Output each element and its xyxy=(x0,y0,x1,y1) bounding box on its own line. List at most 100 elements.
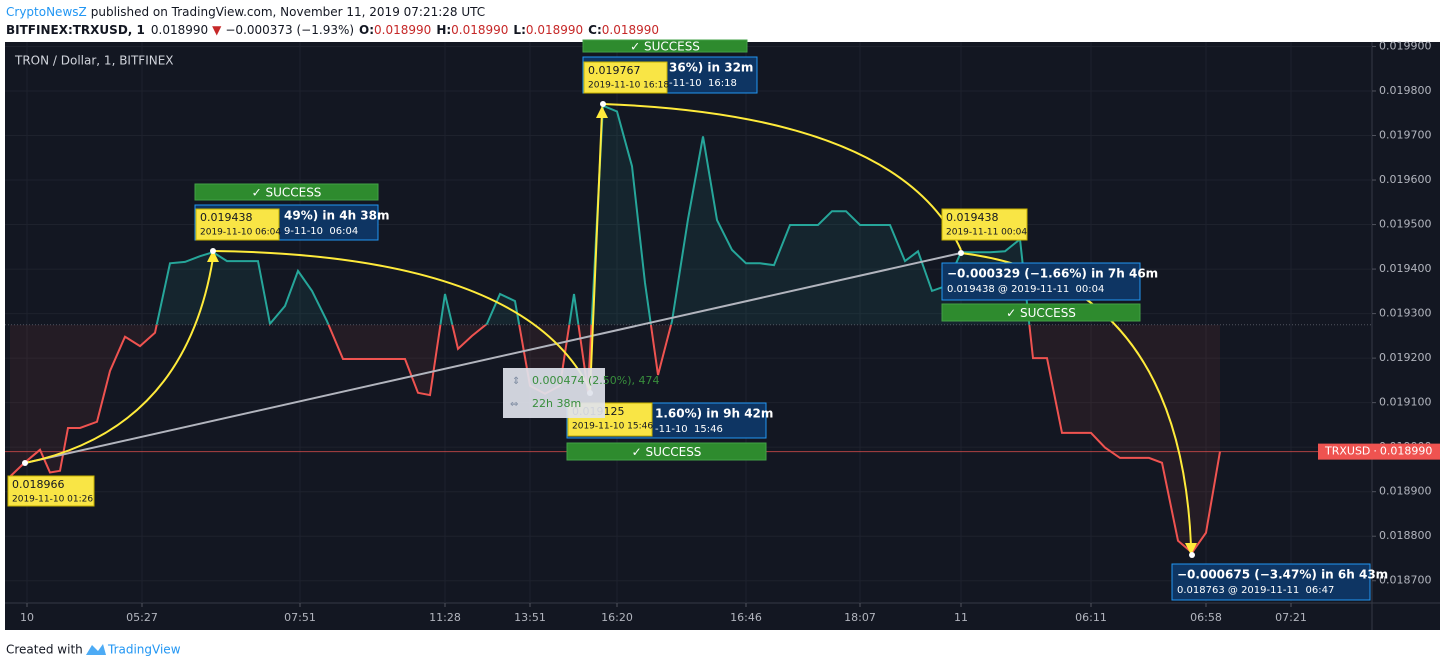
measure-duration: 22h 38m xyxy=(532,397,581,410)
price-label-price: 0.019438 xyxy=(946,211,999,224)
arrow-curve xyxy=(589,111,603,394)
tag-separator: · xyxy=(1373,445,1377,458)
ohlc-value: 0.018990 xyxy=(602,23,659,37)
ohlc-label: O: xyxy=(359,23,374,37)
drawings xyxy=(22,101,1197,558)
x-tick-label: 11:28 xyxy=(429,611,461,624)
price-label-price: 0.019438 xyxy=(200,211,253,224)
projection-detail: 0.018763 @ 2019-11-11 06:47 xyxy=(1177,585,1334,596)
quote-line: BITFINEX:TRXUSD, 1 0.018990 ▼ −0.000373 (−1… xyxy=(6,23,659,37)
price-label xyxy=(583,61,668,94)
change: −0.000373 (−1.93%) xyxy=(225,23,354,37)
y-tick-label: 0.018900 xyxy=(1379,485,1432,498)
success-badge xyxy=(566,442,767,461)
projection-detail: -11-10 15:46 xyxy=(655,424,723,435)
y-tick-label: 0.018800 xyxy=(1379,529,1432,542)
projection-detail: 9-11-10 06:04 xyxy=(284,226,358,237)
header-line: CryptoNewsZ published on TradingView.com,… xyxy=(6,5,485,19)
anchor-point xyxy=(958,250,964,256)
x-tick-label: 11 xyxy=(954,611,968,624)
y-tick-label: 0.019300 xyxy=(1379,307,1432,320)
ohlc-label: H: xyxy=(436,23,451,37)
ohlc-label: L: xyxy=(513,23,525,37)
anchor-point xyxy=(600,101,606,107)
tag-price: 0.018990 xyxy=(1380,445,1433,458)
y-tick-label: 0.019900 xyxy=(1379,39,1432,52)
brand-logo xyxy=(86,644,106,655)
success-badge xyxy=(194,183,379,201)
projection-detail: -11-10 16:18 xyxy=(669,78,737,89)
anchor-point xyxy=(22,460,28,466)
ohlc-label: C: xyxy=(588,23,602,37)
x-tick-label: 05:27 xyxy=(126,611,158,624)
area-up xyxy=(10,105,1220,325)
price: 0.018990 xyxy=(151,23,208,37)
y-tick-label: 0.019400 xyxy=(1379,262,1432,275)
published-text: published on TradingView.com, November 1… xyxy=(91,5,485,19)
price-label-price: 0.019767 xyxy=(588,64,641,77)
y-tick-label: 0.019600 xyxy=(1379,173,1432,186)
price-label-time: 2019-11-10 15:46 xyxy=(572,422,653,432)
measure-icon: ⇔ xyxy=(510,399,518,410)
x-tick-label: 06:58 xyxy=(1190,611,1222,624)
change-arrow: ▼ xyxy=(212,23,222,37)
ohlc-value: 0.018990 xyxy=(374,23,431,37)
price-label-time: 2019-11-10 16:18 xyxy=(588,81,669,91)
y-tick-label: 0.018700 xyxy=(1379,574,1432,587)
y-tick-label: 0.019200 xyxy=(1379,351,1432,364)
ohlc-value: 0.018990 xyxy=(451,23,508,37)
arrow-curve xyxy=(24,257,214,464)
grid: 0.0187000.0188000.0189000.0190000.019100… xyxy=(5,39,1432,624)
measure-icon: ⇕ xyxy=(512,376,520,387)
y-tick-label: 0.019800 xyxy=(1379,84,1432,97)
footer-text: Created with xyxy=(6,643,83,657)
projection-change: 36%) in 32m xyxy=(669,61,753,75)
x-tick-label: 16:20 xyxy=(601,611,633,624)
x-tick-label: 18:07 xyxy=(844,611,876,624)
x-tick-label: 06:11 xyxy=(1075,611,1107,624)
price-label xyxy=(7,475,95,507)
chart-background xyxy=(5,42,1440,630)
trend-line xyxy=(24,252,962,464)
projection-change: −0.000675 (−3.47%) in 6h 43m xyxy=(1177,568,1388,582)
area-down xyxy=(10,324,1220,553)
success-text: ✓ SUCCESS xyxy=(1006,306,1076,320)
projection-box xyxy=(941,262,1141,301)
success-text: ✓ SUCCESS xyxy=(632,445,702,459)
annotations: 49%) in 4h 38m 9-11-10 06:04 36%) in 32m -1… xyxy=(7,39,1388,601)
success-text: ✓ SUCCESS xyxy=(252,186,322,200)
last-price-tag xyxy=(1318,443,1440,460)
arrow-head xyxy=(596,106,608,118)
price-label xyxy=(195,208,280,241)
arrow-head xyxy=(207,250,219,262)
price-label-time: 2019-11-10 06:04 xyxy=(200,228,281,238)
legend-title: TRON / Dollar, 1, BITFINEX xyxy=(14,54,174,68)
x-tick-label: 07:51 xyxy=(284,611,316,624)
projection-change: 1.60%) in 9h 42m xyxy=(655,407,773,421)
price-label-time: 2019-11-10 01:26 xyxy=(12,495,93,505)
price-label-time: 2019-11-11 00:04 xyxy=(946,228,1027,238)
success-text: ✓ SUCCESS xyxy=(630,40,700,54)
tag-symbol: TRXUSD xyxy=(1324,445,1370,458)
price-label xyxy=(941,208,1028,241)
projection-change: −0.000329 (−1.66%) in 7h 46m xyxy=(947,267,1158,281)
arrow-curve xyxy=(602,103,962,251)
x-tick-label: 10 xyxy=(20,611,34,624)
anchor-point xyxy=(210,248,216,254)
projection-change: 49%) in 4h 38m xyxy=(284,209,390,223)
x-tick-label: 13:51 xyxy=(514,611,546,624)
x-tick-label: 16:46 xyxy=(730,611,762,624)
success-badge xyxy=(941,303,1141,322)
measure-change: 0.000474 (2.50%), 474 xyxy=(532,374,660,387)
last-price-text: TRXUSD · 0.018990 xyxy=(1324,445,1432,458)
y-tick-label: 0.019700 xyxy=(1379,129,1432,142)
projection-detail: 0.019438 @ 2019-11-11 00:04 xyxy=(947,284,1104,295)
author-link[interactable]: CryptoNewsZ xyxy=(6,5,87,19)
projection-box xyxy=(1171,563,1371,601)
y-tick-label: 0.019100 xyxy=(1379,396,1432,409)
arrow-head xyxy=(1185,543,1197,555)
brand-link[interactable]: TradingView xyxy=(107,643,181,657)
line-up xyxy=(155,104,1031,325)
y-tick-label: 0.019500 xyxy=(1379,218,1432,231)
